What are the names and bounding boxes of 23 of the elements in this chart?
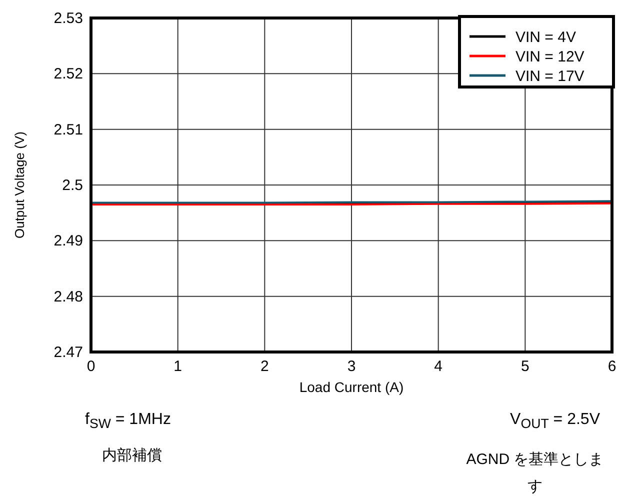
x-tick-label: 6 [608, 358, 616, 375]
y-tick-label: 2.49 [54, 232, 83, 250]
legend-label: VIN = 4V [516, 29, 576, 46]
text: V$_{OUT}$ = 2.5V [510, 411, 600, 432]
y-tick-label: 2.48 [54, 288, 83, 306]
y-tick-label: 2.47 [54, 344, 83, 361]
y-tick-label: 2.52 [54, 66, 83, 83]
y-axis-title: Output Voltage (V) [12, 132, 27, 238]
x-axis-title: Load Current (A) [299, 379, 404, 395]
x-tick-label: 0 [86, 358, 96, 375]
legend-label: VIN = 17V [516, 68, 584, 85]
x-tick-label: 4 [434, 358, 443, 375]
y-tick-label: 2.51 [54, 121, 83, 138]
x-tick-label: 1 [174, 358, 182, 375]
x-tick-label: 2 [260, 358, 269, 375]
x-tick-label: 5 [520, 358, 530, 375]
legend-label: VIN = 12V [516, 48, 584, 66]
y-tick-label: 2.5 [62, 177, 83, 194]
x-tick-label: 3 [347, 358, 356, 375]
y-tick-label: 2.53 [54, 10, 83, 27]
text: AGND を基準とします [465, 450, 605, 497]
text: f$_{SW}$ = 1MHz [85, 411, 171, 432]
text: 内部補償 [102, 446, 162, 465]
